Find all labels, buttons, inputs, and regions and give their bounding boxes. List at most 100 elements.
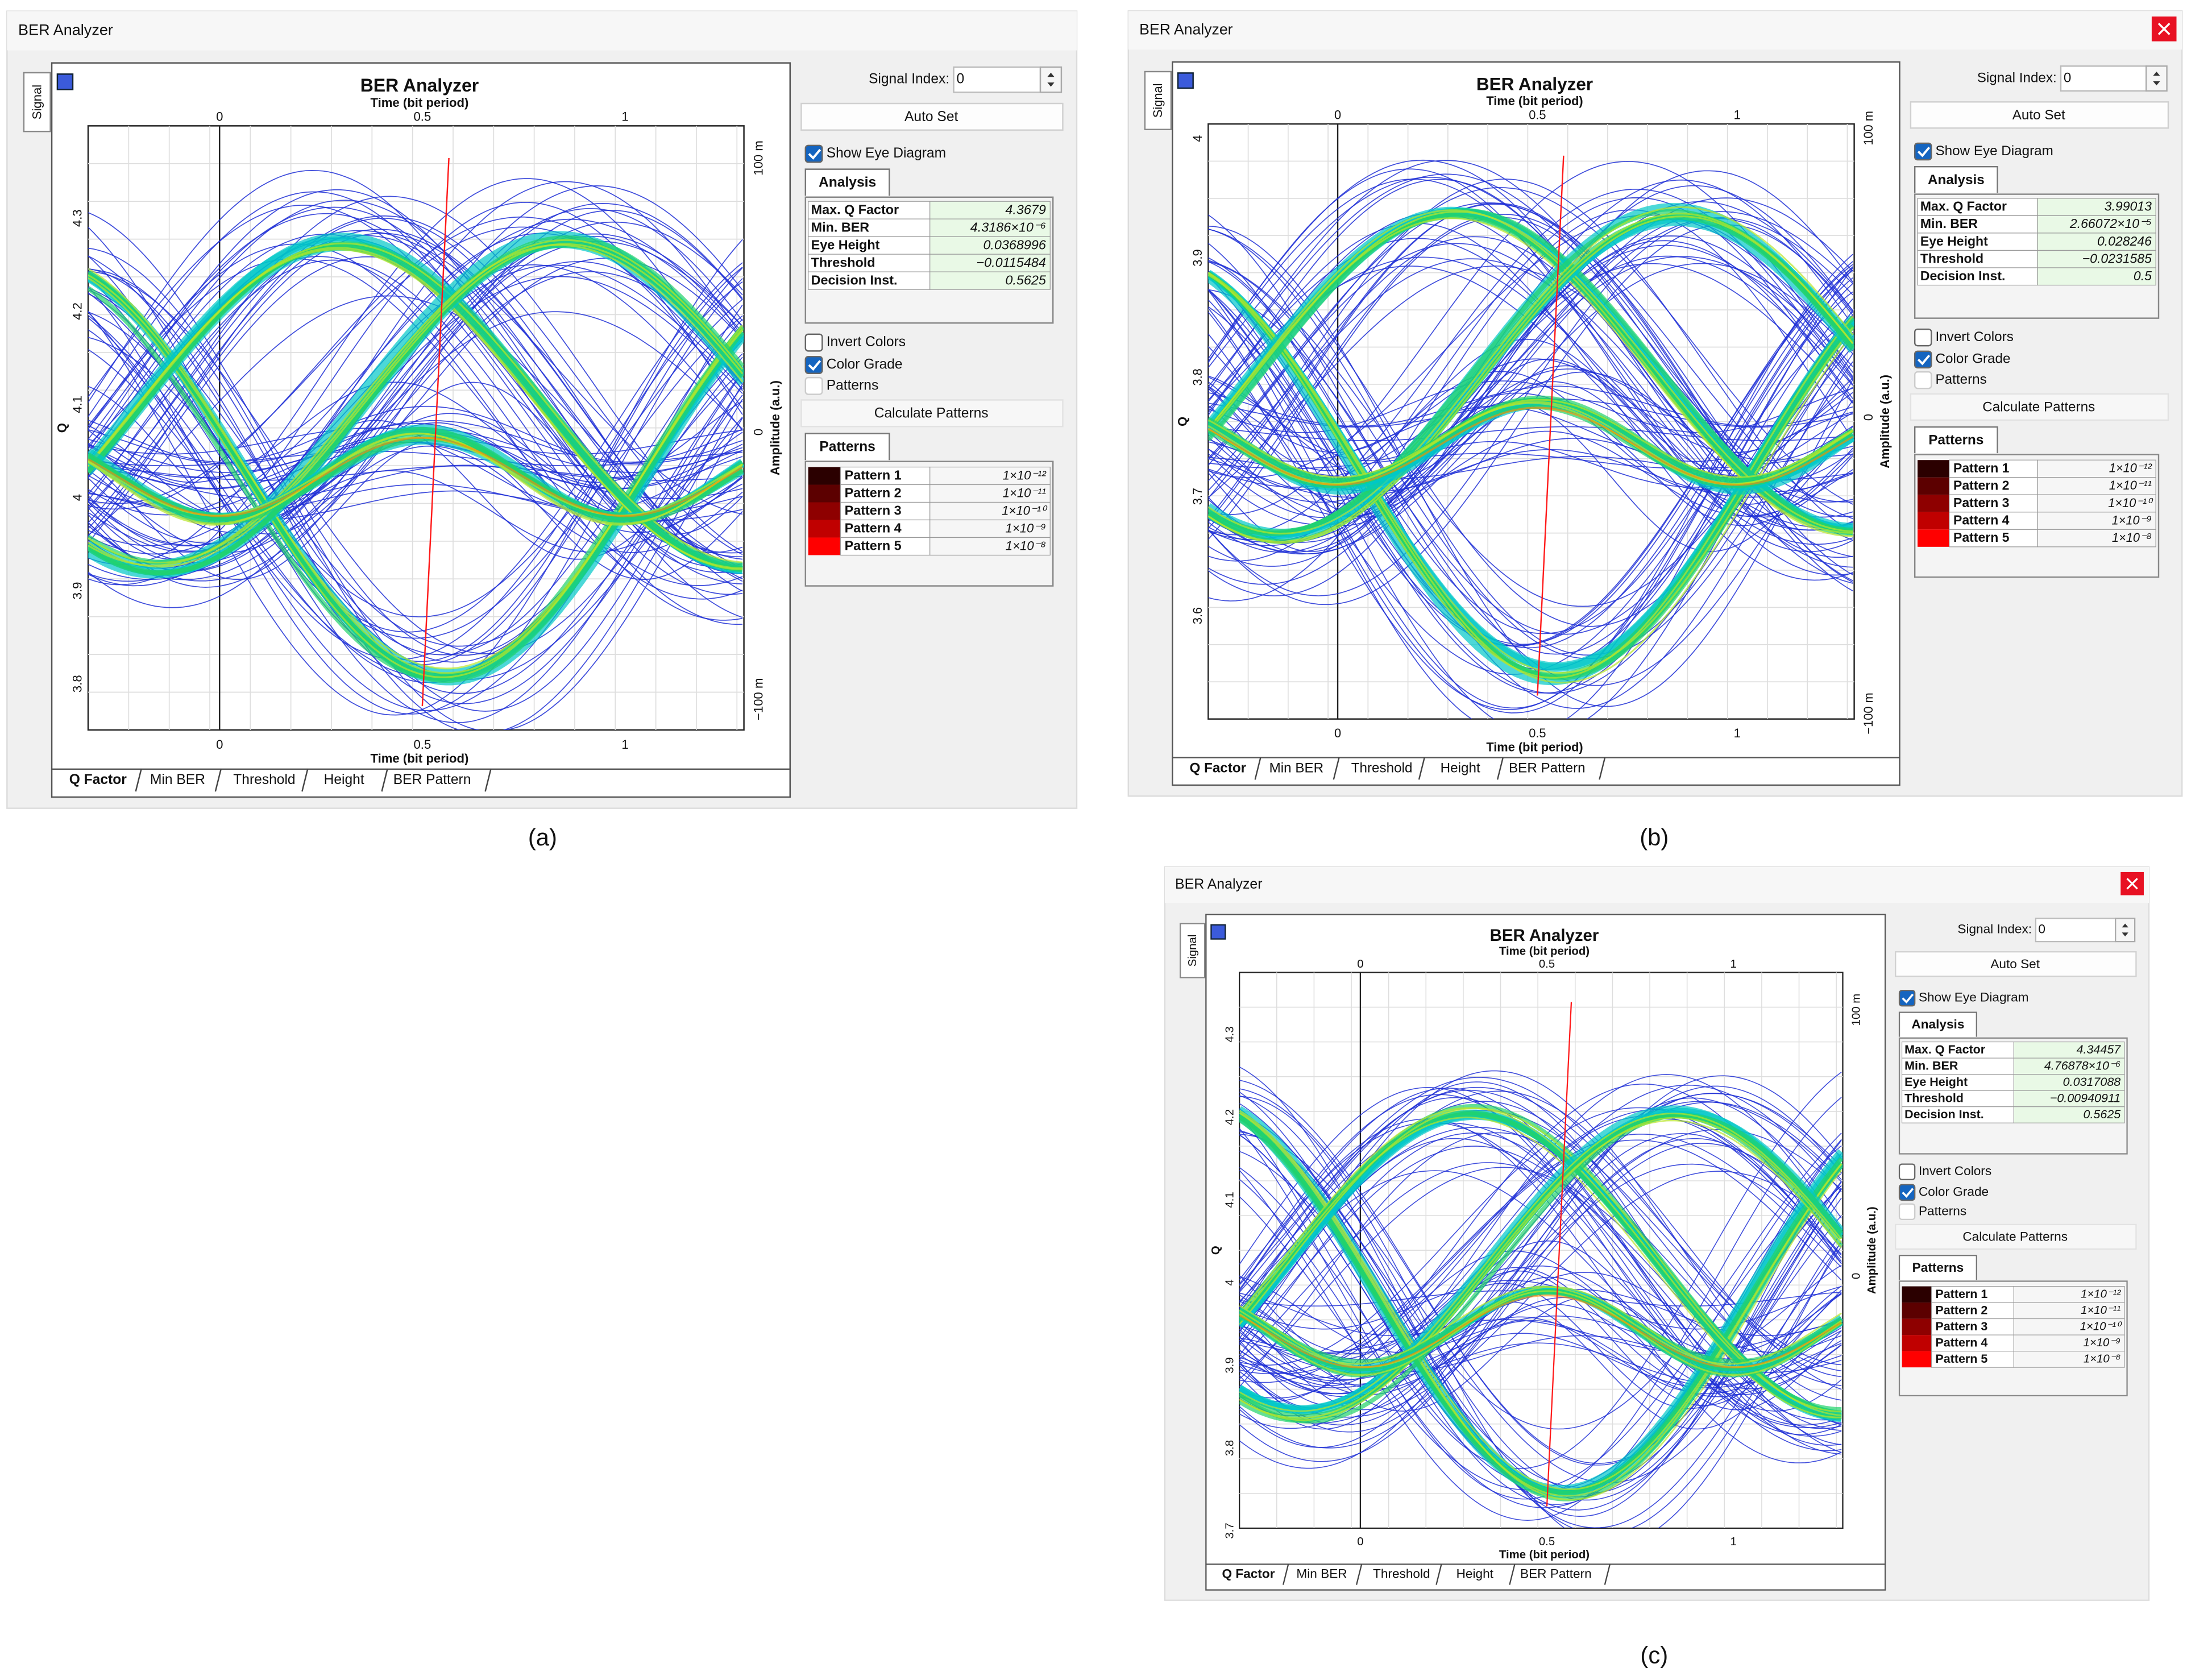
checkbox-label[interactable]: Color Grade bbox=[1936, 351, 2011, 367]
trace bbox=[1208, 261, 1853, 659]
trace bbox=[1208, 214, 1853, 575]
side-tab-label: Signal bbox=[1186, 935, 1199, 967]
icon bbox=[1210, 924, 1226, 940]
auto-set-label[interactable]: Auto Set bbox=[904, 109, 958, 125]
y-tick-label-left: 3.7 bbox=[1190, 488, 1205, 505]
signal-index-input[interactable] bbox=[2035, 918, 2117, 943]
trace bbox=[1239, 1163, 1842, 1424]
bottom-tab[interactable]: Height bbox=[1441, 760, 1480, 775]
title-bar bbox=[1128, 11, 2182, 50]
checkbox[interactable] bbox=[1898, 989, 1916, 1007]
auto-set-label[interactable]: Auto Set bbox=[2012, 107, 2065, 123]
panel-tab-label[interactable]: Analysis bbox=[1911, 1017, 1964, 1031]
tab-divider bbox=[1509, 1564, 1516, 1585]
side-tab[interactable] bbox=[1144, 70, 1172, 130]
auto-set-button[interactable] bbox=[1895, 951, 2137, 977]
panel-tab-label[interactable]: Patterns bbox=[1928, 433, 1983, 448]
bottom-tab[interactable]: Threshold bbox=[233, 772, 295, 787]
bottom-tab[interactable]: Height bbox=[1456, 1566, 1494, 1581]
signal-index-input[interactable] bbox=[953, 66, 1041, 93]
checkbox-label[interactable]: Show Eye Diagram bbox=[827, 146, 946, 161]
bottom-tab[interactable]: Height bbox=[324, 772, 364, 787]
spinner[interactable] bbox=[2115, 918, 2136, 943]
panel-tab[interactable] bbox=[1914, 426, 1998, 454]
bottom-tab[interactable]: Q Factor bbox=[1222, 1566, 1275, 1581]
signal-index-label: Signal Index: bbox=[1977, 70, 2057, 85]
panel-tab-label[interactable]: Analysis bbox=[819, 175, 876, 190]
checkbox-label[interactable]: Invert Colors bbox=[827, 334, 906, 350]
checkbox[interactable] bbox=[1914, 142, 1932, 161]
checkbox-label[interactable]: Invert Colors bbox=[1936, 329, 2014, 345]
trace-dense bbox=[88, 277, 744, 678]
analysis-key: Max. Q Factor bbox=[1904, 1043, 1986, 1056]
checkbox[interactable] bbox=[1914, 350, 1932, 369]
side-tab[interactable] bbox=[23, 72, 51, 132]
pattern-value: 1×10⁻⁹ bbox=[2112, 513, 2152, 527]
analysis-key-cell bbox=[1901, 1090, 2014, 1107]
auto-set-button[interactable] bbox=[1910, 101, 2169, 129]
checkbox[interactable] bbox=[804, 355, 823, 374]
pattern-value: 1×10⁻⁸ bbox=[2112, 530, 2152, 545]
x-label-top: Time (bit period) bbox=[1499, 945, 1590, 958]
signal-index-input[interactable] bbox=[2060, 65, 2147, 92]
auto-set-button[interactable] bbox=[800, 102, 1064, 131]
checkbox[interactable] bbox=[804, 144, 823, 163]
checkbox[interactable] bbox=[1898, 1163, 1916, 1180]
side-tab-label: Signal bbox=[1151, 84, 1165, 118]
y-tick-label-left: 3.8 bbox=[1190, 368, 1205, 385]
checkbox-label[interactable]: Invert Colors bbox=[1919, 1164, 1991, 1178]
bottom-tab[interactable]: BER Pattern bbox=[1520, 1566, 1592, 1581]
bottom-tab[interactable]: BER Pattern bbox=[1509, 760, 1586, 775]
spinner[interactable] bbox=[2145, 65, 2168, 92]
pattern-name: Pattern 1 bbox=[1935, 1287, 1987, 1301]
checkmark bbox=[808, 360, 821, 371]
spinner[interactable] bbox=[1039, 66, 1063, 93]
analysis-value-cell bbox=[2013, 1042, 2125, 1059]
checkbox-label[interactable]: Color Grade bbox=[827, 356, 903, 372]
signal-index-value[interactable]: 0 bbox=[2038, 922, 2045, 936]
pattern-value: 1×10⁻⁹ bbox=[1005, 521, 1045, 535]
panel-tab-label[interactable]: Patterns bbox=[1912, 1260, 1964, 1275]
checkbox[interactable] bbox=[1914, 328, 1932, 347]
bottom-tab[interactable]: Q Factor bbox=[1189, 760, 1246, 775]
y-tick-label-left: 3.8 bbox=[70, 675, 85, 692]
pattern-name: Pattern 4 bbox=[1935, 1335, 1987, 1349]
trace bbox=[88, 269, 743, 730]
bottom-tab[interactable]: Threshold bbox=[1351, 760, 1413, 775]
panel-tab-label[interactable]: Analysis bbox=[1928, 172, 1985, 188]
hot-band bbox=[1208, 406, 1854, 486]
analysis-value: 0.5625 bbox=[2084, 1107, 2121, 1121]
signal-index-value[interactable]: 0 bbox=[956, 72, 964, 87]
checkbox-label[interactable]: Show Eye Diagram bbox=[1919, 990, 2029, 1005]
trace-dense bbox=[1239, 1117, 1842, 1421]
bottom-tab[interactable]: Threshold bbox=[1373, 1566, 1430, 1581]
checkbox-label[interactable]: Show Eye Diagram bbox=[1936, 143, 2053, 159]
icon bbox=[1177, 72, 1194, 89]
panel-tab[interactable] bbox=[804, 433, 890, 461]
panel-tab[interactable] bbox=[804, 168, 890, 196]
bottom-tab[interactable]: Q Factor bbox=[69, 772, 127, 787]
panel-tab-label[interactable]: Patterns bbox=[819, 439, 875, 455]
panel-tab[interactable] bbox=[1914, 165, 1998, 193]
panel-tab[interactable] bbox=[1898, 1011, 1977, 1037]
bottom-tab[interactable]: BER Pattern bbox=[393, 772, 471, 787]
side-tab[interactable] bbox=[1179, 923, 1206, 978]
pattern-swatch bbox=[1918, 512, 1949, 530]
pattern-name-cell bbox=[840, 484, 931, 503]
plot-title: BER Analyzer bbox=[1476, 74, 1593, 94]
panel-tab[interactable] bbox=[1898, 1255, 1977, 1280]
trace bbox=[1208, 261, 1853, 645]
bottom-tab[interactable]: Min BER bbox=[1269, 760, 1324, 775]
checkbox[interactable] bbox=[1898, 1184, 1916, 1201]
checkbox-label[interactable]: Color Grade bbox=[1919, 1184, 1989, 1198]
tab-divider bbox=[1599, 757, 1606, 780]
analysis-value-cell bbox=[2037, 198, 2156, 217]
signal-index-value[interactable]: 0 bbox=[2064, 70, 2071, 85]
checkbox[interactable] bbox=[804, 333, 823, 352]
auto-set-label[interactable]: Auto Set bbox=[1990, 957, 2040, 971]
analysis-key: Max. Q Factor bbox=[811, 202, 899, 217]
bottom-tab[interactable]: Min BER bbox=[150, 772, 205, 787]
bottom-tab[interactable]: Min BER bbox=[1296, 1566, 1347, 1581]
